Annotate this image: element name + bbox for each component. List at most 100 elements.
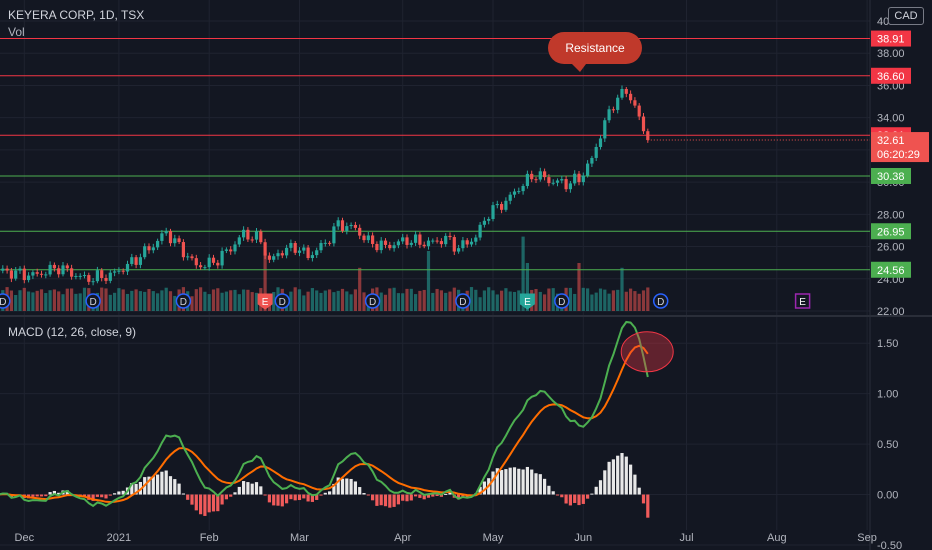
candle[interactable] — [173, 238, 177, 244]
candle[interactable] — [125, 263, 130, 272]
candle[interactable] — [263, 242, 267, 256]
candle[interactable] — [457, 248, 461, 252]
candle[interactable] — [52, 264, 56, 269]
candle[interactable] — [358, 227, 362, 236]
candle[interactable] — [130, 257, 134, 264]
candle[interactable] — [22, 268, 26, 281]
candle[interactable] — [190, 256, 194, 259]
candle[interactable] — [340, 220, 345, 231]
candle[interactable] — [254, 231, 259, 240]
candle[interactable] — [345, 226, 349, 231]
candle[interactable] — [272, 256, 276, 260]
candle[interactable] — [78, 275, 82, 277]
candle[interactable] — [633, 100, 637, 106]
candle[interactable] — [280, 253, 284, 256]
candle[interactable] — [57, 268, 61, 275]
candle[interactable] — [203, 267, 207, 269]
candle[interactable] — [220, 250, 224, 266]
candle[interactable] — [246, 229, 250, 240]
candle[interactable] — [91, 281, 95, 283]
candle[interactable] — [508, 194, 512, 201]
candle[interactable] — [590, 157, 594, 164]
candle[interactable] — [289, 243, 293, 248]
candle[interactable] — [319, 243, 323, 251]
candle[interactable] — [439, 241, 443, 245]
candle[interactable] — [138, 257, 142, 265]
candle[interactable] — [117, 270, 121, 272]
dividend-marker[interactable]: D — [364, 293, 381, 309]
candle[interactable] — [517, 191, 521, 193]
candle[interactable] — [315, 250, 319, 256]
candle[interactable] — [108, 272, 112, 281]
candle[interactable] — [65, 265, 69, 269]
candle[interactable] — [396, 241, 400, 246]
candle[interactable] — [371, 235, 375, 244]
candle[interactable] — [637, 105, 641, 117]
candle[interactable] — [405, 237, 409, 245]
candle[interactable] — [573, 173, 577, 184]
candle[interactable] — [538, 171, 542, 180]
candle[interactable] — [160, 233, 164, 241]
candle[interactable] — [500, 204, 504, 210]
candle[interactable] — [611, 109, 615, 111]
candle[interactable] — [491, 205, 495, 220]
candle[interactable] — [478, 224, 482, 238]
candle[interactable] — [143, 246, 147, 258]
candle[interactable] — [418, 234, 422, 245]
candle[interactable] — [392, 245, 396, 249]
candle[interactable] — [465, 240, 469, 245]
candle[interactable] — [577, 173, 581, 183]
candle[interactable] — [435, 240, 439, 242]
candle[interactable] — [1, 268, 5, 271]
candle[interactable] — [39, 273, 44, 275]
candle[interactable] — [229, 249, 233, 252]
candle[interactable] — [216, 262, 220, 266]
candle[interactable] — [353, 224, 357, 228]
resistance-callout[interactable]: Resistance — [548, 32, 642, 72]
candle[interactable] — [310, 255, 314, 258]
earnings-marker[interactable]: E — [257, 293, 273, 310]
candle[interactable] — [422, 244, 426, 247]
candle[interactable] — [168, 231, 173, 244]
candle[interactable] — [469, 241, 474, 245]
macd-line[interactable] — [0, 320, 649, 508]
candle[interactable] — [332, 226, 336, 244]
candle[interactable] — [35, 272, 39, 274]
candle[interactable] — [267, 255, 271, 260]
candle[interactable] — [151, 247, 155, 251]
signal-line[interactable] — [0, 344, 649, 504]
candle[interactable] — [87, 275, 91, 282]
candle[interactable] — [233, 244, 237, 252]
earnings-marker[interactable]: E — [519, 293, 535, 310]
candle[interactable] — [620, 88, 624, 98]
candle[interactable] — [27, 275, 31, 281]
candle[interactable] — [5, 268, 9, 271]
candle[interactable] — [379, 240, 383, 251]
candle[interactable] — [242, 229, 246, 238]
candle[interactable] — [44, 274, 48, 276]
candle[interactable] — [285, 247, 289, 256]
candle[interactable] — [444, 235, 448, 245]
candle[interactable] — [568, 183, 572, 190]
candle[interactable] — [431, 240, 435, 242]
candle[interactable] — [104, 277, 108, 281]
candle[interactable] — [624, 88, 628, 94]
candle[interactable] — [113, 271, 117, 273]
candle[interactable] — [297, 250, 302, 253]
candle[interactable] — [164, 231, 168, 234]
candle[interactable] — [598, 138, 603, 147]
candle[interactable] — [82, 275, 87, 277]
candle[interactable] — [18, 268, 22, 271]
candle[interactable] — [586, 163, 590, 176]
candle[interactable] — [224, 249, 228, 251]
candle[interactable] — [521, 185, 525, 192]
candle[interactable] — [646, 131, 650, 141]
candle[interactable] — [100, 270, 104, 278]
candle[interactable] — [207, 257, 211, 268]
candle[interactable] — [426, 240, 431, 247]
candle[interactable] — [328, 242, 332, 244]
candle[interactable] — [534, 179, 538, 181]
candle[interactable] — [70, 268, 74, 277]
dividend-marker[interactable]: D — [455, 293, 471, 309]
